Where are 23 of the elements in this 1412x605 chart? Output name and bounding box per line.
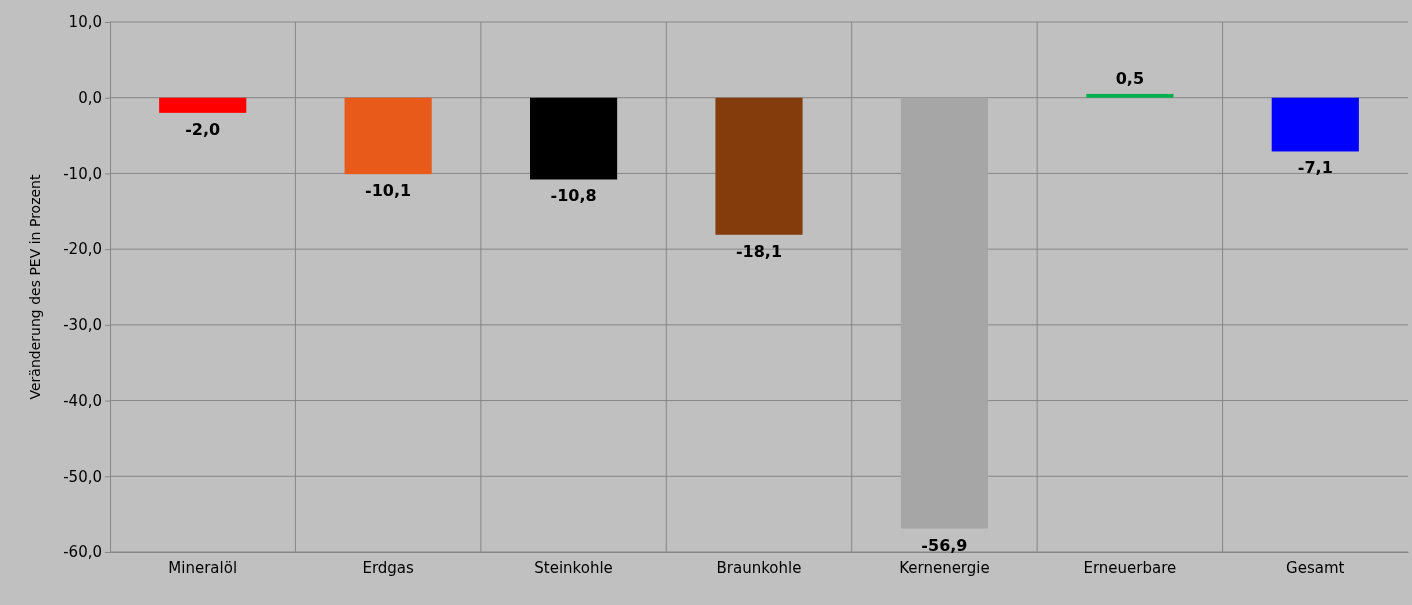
y-tick-label: -40,0 (63, 391, 102, 410)
x-tick-label: Mineralöl (168, 558, 238, 577)
data-label: -18,1 (735, 241, 783, 261)
y-tick-label: -10,0 (63, 164, 102, 183)
y-tick-label: -30,0 (63, 316, 102, 335)
data-label: -2,0 (185, 119, 221, 139)
y-tick-label: -60,0 (63, 543, 102, 562)
x-tick-label: Erneuerbare (1083, 558, 1177, 577)
y-axis-title: Veränderung des PEV in Prozent (27, 174, 43, 400)
x-tick-label: Braunkohle (716, 558, 802, 577)
y-tick-label: -20,0 (63, 240, 102, 259)
y-tick-label: 0,0 (78, 89, 102, 108)
data-label: -10,8 (550, 186, 597, 206)
data-label: -56,9 (921, 535, 968, 555)
y-tick-label: 10,0 (68, 13, 102, 32)
y-tick-label: -50,0 (63, 467, 102, 486)
x-tick-label: Steinkohle (534, 558, 613, 577)
x-tick-label: Kernenergie (899, 558, 990, 577)
x-tick-label: Gesamt (1286, 558, 1345, 577)
data-label: -7,1 (1297, 158, 1333, 178)
data-label: -10,1 (365, 181, 412, 201)
data-label: 0,5 (1115, 68, 1145, 88)
x-tick-label: Erdgas (362, 558, 415, 577)
